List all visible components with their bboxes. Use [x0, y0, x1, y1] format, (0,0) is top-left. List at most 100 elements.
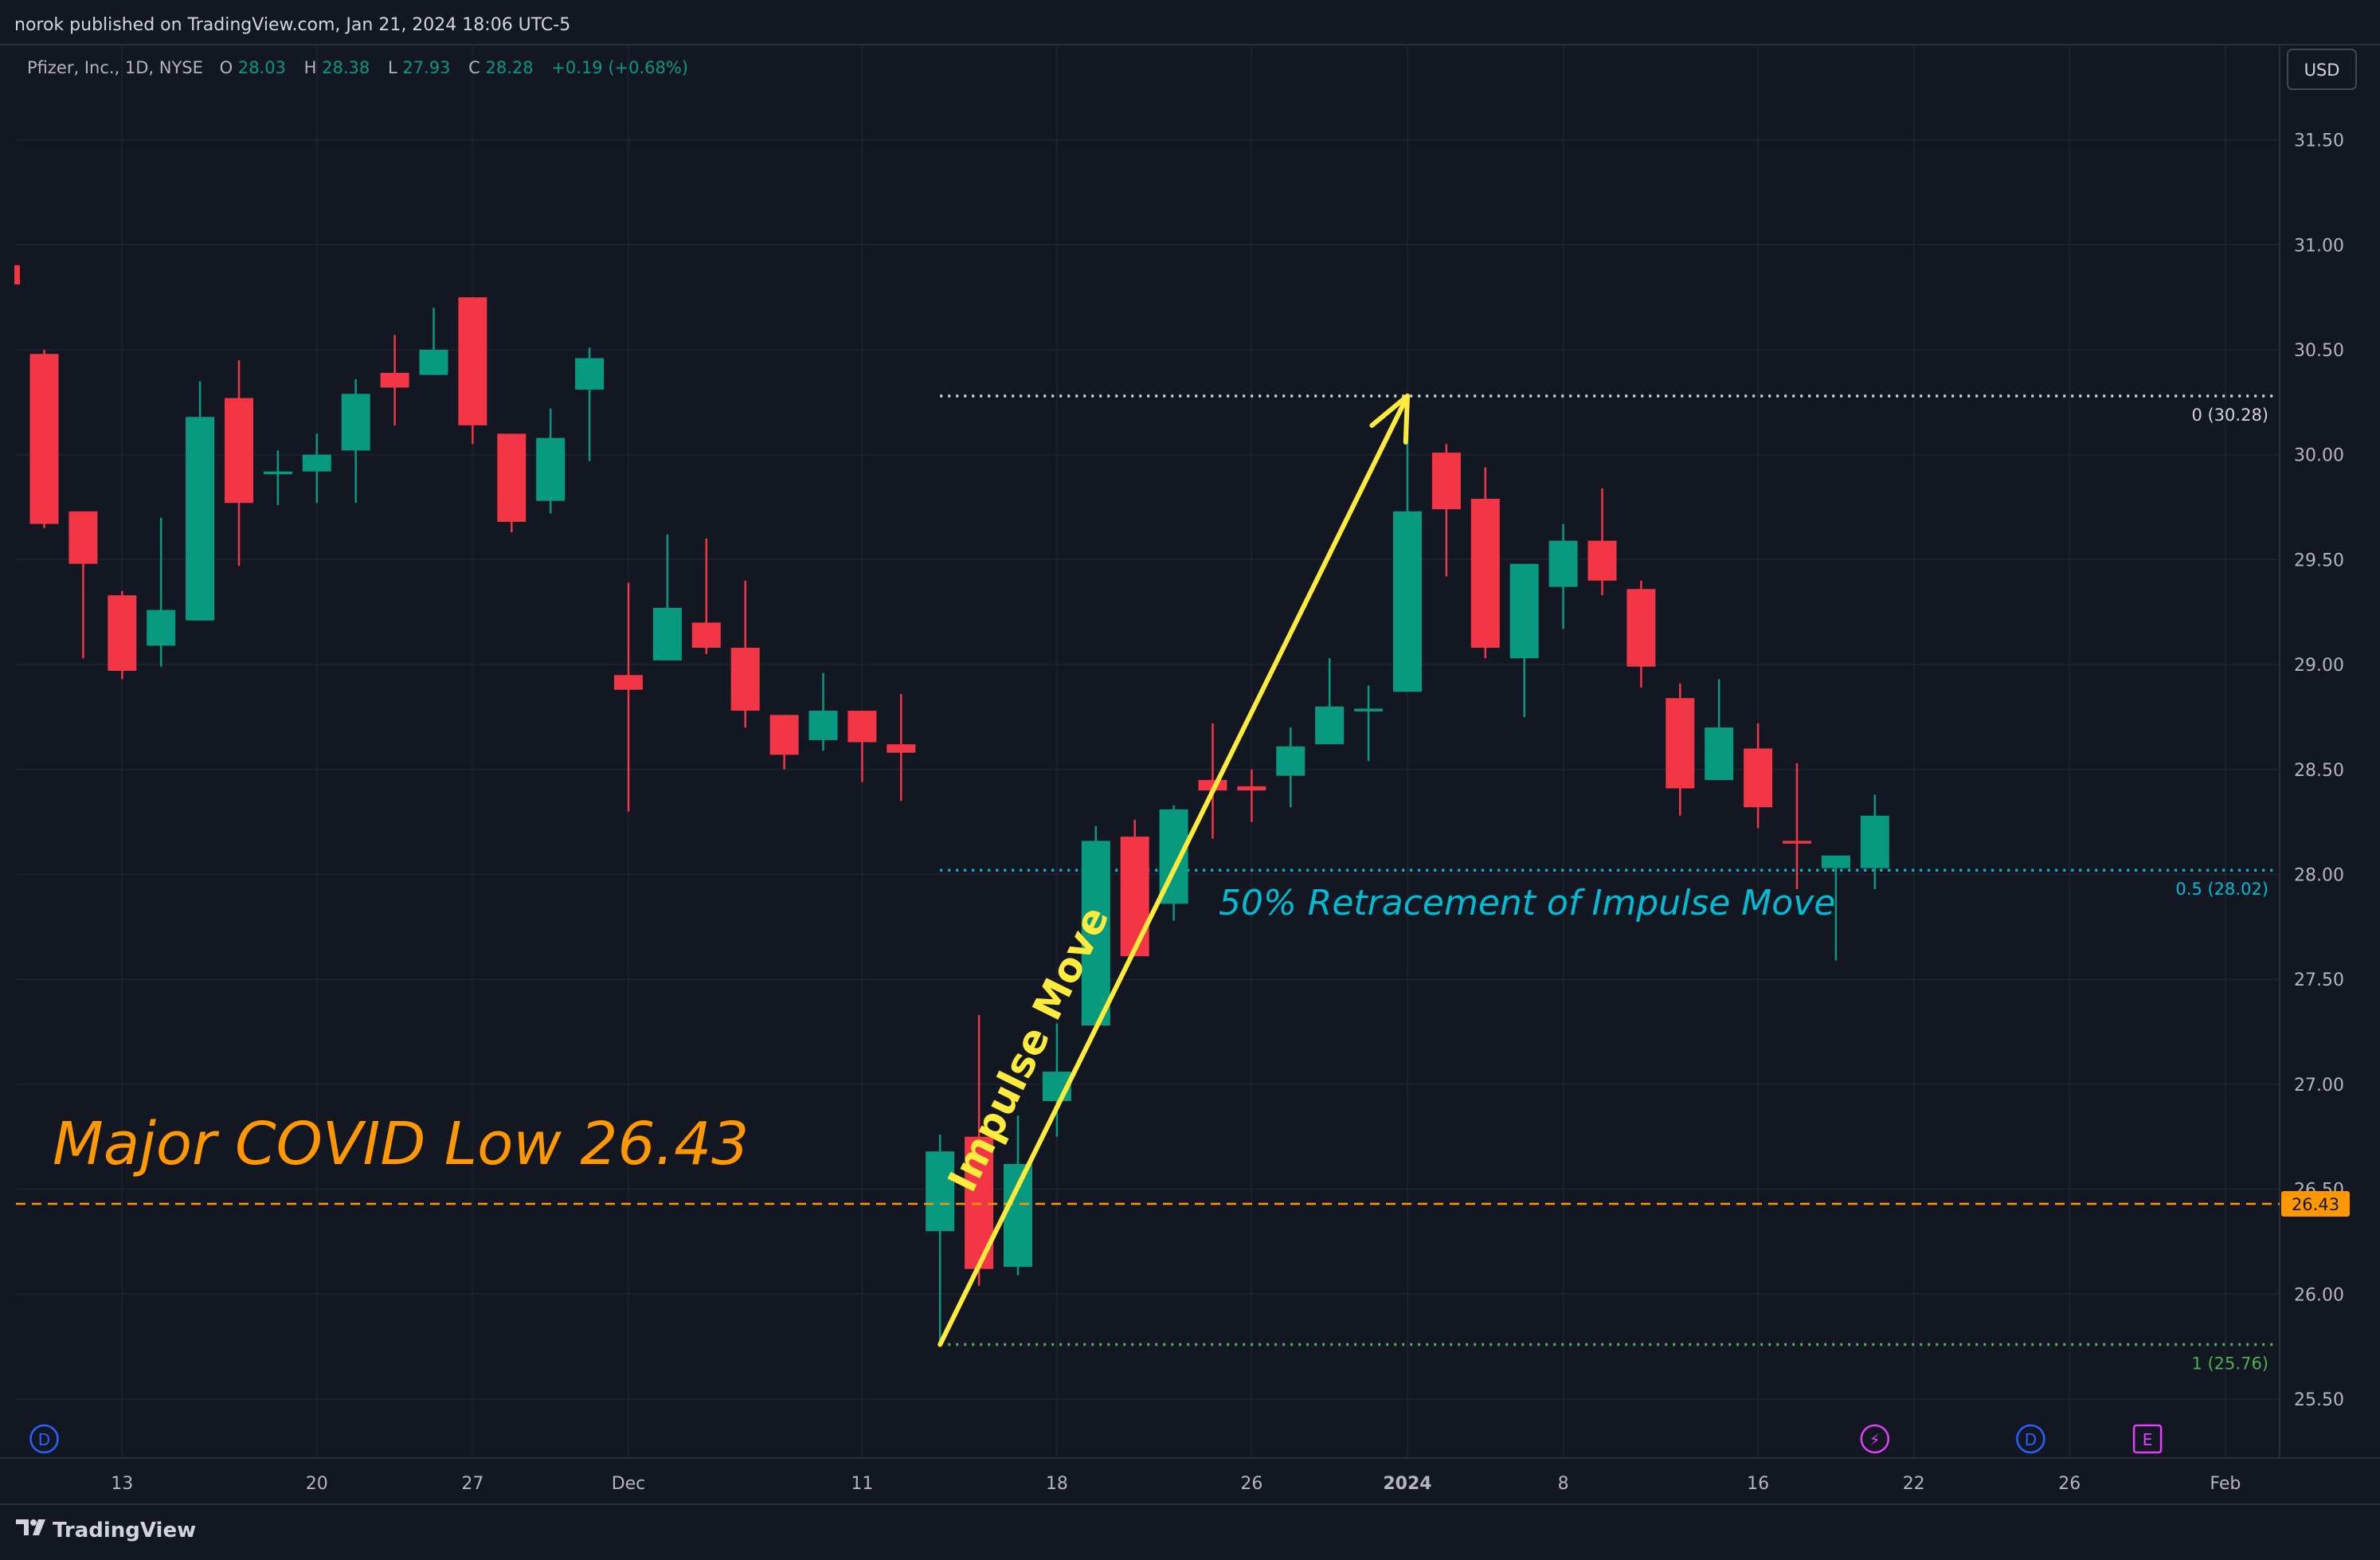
candle-down[interactable] — [69, 511, 98, 659]
candle-body — [808, 711, 838, 740]
marker-frame — [2132, 1424, 2163, 1454]
candle-body — [1393, 511, 1422, 692]
candle-down[interactable] — [847, 711, 877, 782]
x-tick-label: 8 — [1558, 1474, 1569, 1494]
candle-down[interactable] — [887, 693, 916, 802]
candle-up[interactable] — [302, 433, 331, 504]
candle-down[interactable] — [730, 580, 760, 728]
candle-up[interactable] — [1393, 414, 1422, 692]
marker-label: ⚡ — [1869, 1430, 1881, 1449]
x-tick-label: 20 — [306, 1474, 328, 1494]
candle-body — [1237, 786, 1266, 791]
candle-down[interactable] — [1626, 580, 1656, 688]
candle-down[interactable] — [1587, 488, 1617, 596]
candle-up[interactable] — [186, 381, 215, 621]
y-tick-label: 29.50 — [2294, 551, 2344, 570]
candle-up[interactable] — [419, 308, 448, 375]
open-value: 28.03 — [238, 58, 286, 77]
covid-low-label: Major COVID Low 26.43 — [53, 1110, 749, 1178]
low-label: L — [388, 58, 397, 77]
candle-down[interactable] — [1470, 467, 1500, 659]
candle-down[interactable] — [1783, 762, 1811, 889]
candle-down[interactable] — [108, 590, 137, 680]
candle-down[interactable] — [1237, 769, 1266, 822]
marker-label: D — [38, 1430, 50, 1449]
price-tag: 26.43 — [2281, 1191, 2350, 1217]
candle-down[interactable] — [1120, 820, 1149, 957]
candle-up[interactable] — [808, 672, 838, 751]
candle-down[interactable] — [29, 350, 59, 528]
candle-body — [1548, 540, 1578, 587]
earnings-e-icon[interactable]: E — [2132, 1424, 2163, 1454]
candle-down[interactable] — [458, 297, 487, 445]
candle-up[interactable] — [575, 347, 605, 461]
x-tick-label: 11 — [851, 1474, 873, 1494]
x-tick-label: Dec — [612, 1474, 646, 1494]
impulse-arrow-shaft[interactable] — [938, 393, 1410, 1347]
candle-body — [1626, 589, 1656, 667]
candle-up[interactable] — [147, 517, 176, 667]
candle-body — [887, 744, 916, 753]
candle-up[interactable] — [1315, 658, 1345, 745]
candle-up[interactable] — [1821, 855, 1850, 961]
y-tick-label: 27.50 — [2294, 970, 2344, 990]
candle-down[interactable] — [1198, 723, 1227, 839]
candle-up[interactable] — [1159, 805, 1188, 921]
candle-up[interactable] — [1548, 523, 1578, 629]
y-tick-label: 31.50 — [2294, 131, 2344, 151]
candle-body — [1509, 563, 1539, 659]
candle-up[interactable] — [263, 450, 292, 505]
candle-up[interactable] — [341, 378, 370, 504]
candles[interactable] — [14, 265, 1889, 1345]
x-tick-label: 2024 — [1383, 1474, 1431, 1494]
candle-up[interactable] — [1081, 825, 1110, 1026]
symbol-legend[interactable]: Pfizer, Inc., 1D, NYSE O 28.03 H 28.38 L… — [27, 58, 688, 77]
candle-down[interactable] — [497, 433, 526, 533]
candle-body — [1354, 708, 1384, 711]
candle-body — [1004, 1163, 1032, 1268]
fib-retracement[interactable]: 0 (30.28) 0.5 (28.02) 1 (25.76) — [940, 394, 2276, 1374]
candle-up[interactable] — [1354, 685, 1384, 762]
currency-button[interactable]: USD — [2287, 49, 2357, 90]
x-tick-label: 26 — [1240, 1474, 1262, 1494]
candle-down[interactable] — [1666, 683, 1695, 816]
candle-body — [1666, 698, 1695, 789]
candle-body — [1744, 748, 1773, 808]
y-tick-label: 28.50 — [2294, 761, 2344, 781]
candle-up[interactable] — [926, 1135, 955, 1345]
candle-up[interactable] — [652, 534, 682, 660]
candle-down[interactable] — [1431, 444, 1461, 577]
candle-body — [69, 511, 98, 564]
close-value: 28.28 — [486, 58, 534, 77]
candle-body — [536, 437, 566, 501]
candle-up[interactable] — [536, 408, 566, 514]
dividend-d-icon[interactable]: D — [2016, 1424, 2045, 1454]
y-tick-label: 25.50 — [2294, 1390, 2344, 1410]
retracement-label: 50% Retracement of Impulse Move — [1219, 883, 1835, 923]
candle-down[interactable] — [380, 335, 409, 425]
lightning-icon[interactable]: ⚡ — [1860, 1424, 1890, 1454]
low-value: 27.93 — [402, 58, 450, 77]
candle-up[interactable] — [1509, 563, 1539, 717]
open-label: O — [220, 58, 233, 77]
candle-down[interactable] — [1744, 723, 1773, 829]
candle-down[interactable] — [691, 539, 721, 654]
candle-body — [614, 675, 643, 690]
candle-body — [691, 622, 721, 649]
candle-body — [302, 454, 331, 472]
candle-body — [926, 1151, 955, 1232]
candle-body — [29, 354, 59, 524]
candle-down[interactable] — [614, 582, 643, 812]
tradingview-logo[interactable]: TradingView — [16, 1519, 196, 1542]
candle-up[interactable] — [1276, 727, 1305, 808]
dividend-d-icon[interactable]: D — [29, 1424, 59, 1454]
candle-up[interactable] — [1860, 794, 1889, 889]
candle-body — [1315, 706, 1345, 745]
candle-up[interactable] — [1004, 1115, 1032, 1276]
high-value: 28.38 — [322, 58, 370, 77]
candle-down[interactable] — [225, 360, 253, 566]
candle-up[interactable] — [1705, 679, 1734, 780]
candle-down[interactable] — [769, 715, 799, 770]
candle-body — [1431, 453, 1461, 510]
